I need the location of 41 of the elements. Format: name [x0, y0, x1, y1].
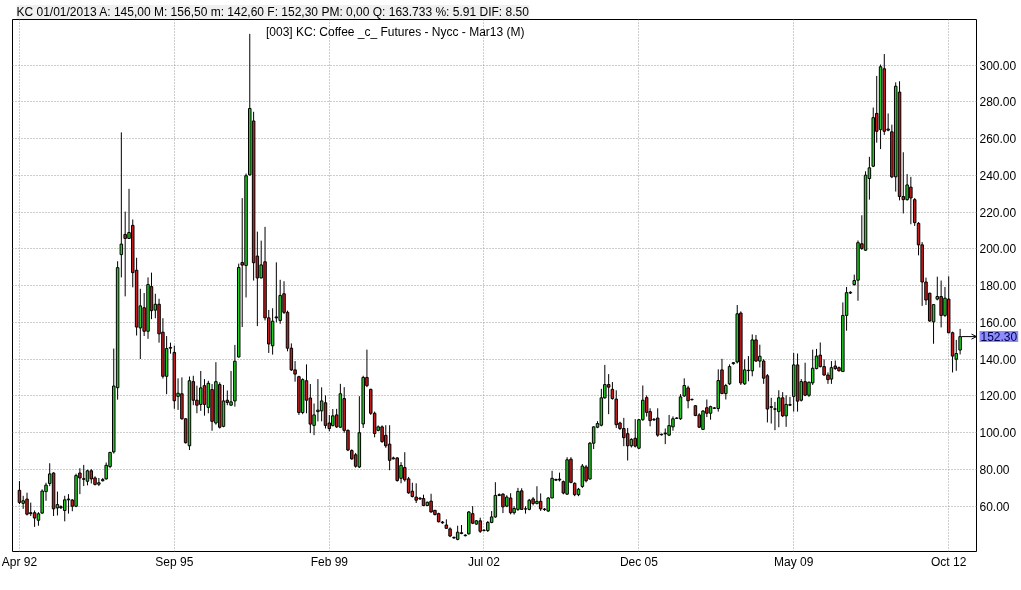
- annotation: 152.30: [980, 330, 1018, 345]
- y-tick-label: 240.00: [979, 168, 1017, 183]
- candlestick: [395, 456, 399, 483]
- y-tick-label: 280.00: [979, 95, 1017, 110]
- x-tick-label: Jul 02: [467, 554, 501, 569]
- candlestick: [939, 280, 943, 328]
- candlestick: [784, 394, 788, 428]
- y-tick-label: 100.00: [979, 426, 1017, 441]
- candlestick: [803, 362, 807, 397]
- y-tick-label: 300.00: [979, 58, 1017, 73]
- y-tick-label: 60.00: [979, 499, 1010, 514]
- candlestick: [516, 487, 520, 512]
- chart-title: KC 01/01/2013 A: 145,00 M: 156,50 m: 142,60 F: 152,30 PM: 0,00 Q: 163.733 %: 5.91 DIF: 8.50: [16, 5, 530, 19]
- text: [003] KC: Coffee _c_ Futures - Nycc - Mar13 (M): [266, 25, 525, 39]
- candlestick: [414, 482, 418, 504]
- candlestick: [773, 401, 777, 431]
- candlestick: [429, 493, 433, 514]
- x-tick-label: Apr 92: [1, 554, 38, 569]
- y-tick-label: 220.00: [979, 205, 1017, 220]
- y-tick-label: 160.00: [979, 315, 1017, 330]
- y-tick-label: 120.00: [979, 389, 1017, 404]
- candlestick: [686, 385, 690, 409]
- x-tick-label: Dec 05: [619, 554, 659, 569]
- candlestick: [199, 370, 203, 412]
- candlestick: [501, 492, 505, 514]
- candlestick: [62, 495, 67, 522]
- candlestick: [519, 487, 524, 511]
- x-tick-label: Feb 99: [310, 554, 349, 569]
- y-tick-label: 80.00: [979, 463, 1010, 478]
- candlestick: [97, 477, 101, 487]
- y-tick-label: 140.00: [979, 352, 1017, 367]
- candlestick: [777, 389, 781, 428]
- y-tick-label: 200.00: [979, 242, 1017, 257]
- y-tick-label: 260.00: [979, 132, 1017, 147]
- y-tick-label: 180.00: [979, 279, 1017, 294]
- candlestick: [909, 176, 913, 225]
- x-tick-label: May 09: [774, 554, 814, 569]
- x-tick-label: Oct 12: [931, 554, 967, 569]
- candlestick: [633, 418, 637, 448]
- x-tick-label: Sep 95: [155, 554, 194, 569]
- candlestick: [467, 510, 471, 536]
